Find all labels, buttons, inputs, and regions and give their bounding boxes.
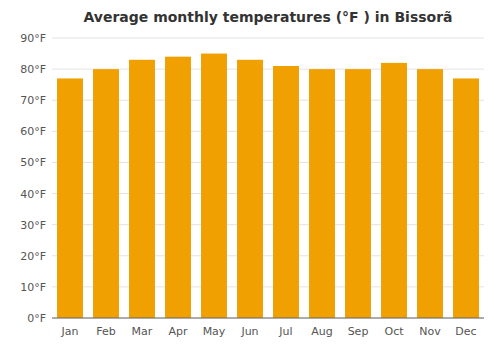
y-tick-label: 80°F [20, 63, 46, 76]
x-tick-label: May [203, 325, 226, 338]
x-tick-label: Oct [384, 325, 404, 338]
x-tick-label: Apr [168, 325, 188, 338]
x-tick-label: Mar [132, 325, 153, 338]
bar [129, 60, 155, 318]
bar [453, 78, 479, 318]
y-tick-label: 90°F [20, 32, 46, 45]
bar [93, 69, 119, 318]
bar [381, 63, 407, 318]
x-tick-label: Dec [455, 325, 476, 338]
x-tick-label: Jun [240, 325, 258, 338]
y-tick-label: 40°F [20, 188, 46, 201]
bar [57, 78, 83, 318]
x-axis-line [52, 318, 484, 319]
y-tick-label: 60°F [20, 125, 46, 138]
y-tick-label: 30°F [20, 219, 46, 232]
y-tick-label: 0°F [27, 312, 46, 325]
chart: Average monthly temperatures (°F ) in Bi… [0, 0, 500, 350]
chart-container: Average monthly temperatures (°F ) in Bi… [0, 0, 500, 350]
bar [237, 60, 263, 318]
bar [201, 54, 227, 318]
title: Average monthly temperatures (°F ) in Bi… [83, 9, 452, 25]
x-tick-label: Jan [61, 325, 79, 338]
bar [345, 69, 371, 318]
bar [417, 69, 443, 318]
y-axis: 0°F 10°F 20°F 30°F 40°F 50°F 60°F 70°F 80°F 90°F [20, 32, 484, 325]
x-tick-label: Nov [419, 325, 441, 338]
x-tick-label: Feb [96, 325, 115, 338]
y-tick-label: 10°F [20, 281, 46, 294]
x-tick-label: Sep [348, 325, 369, 338]
grid-line [52, 318, 484, 319]
bars [57, 54, 479, 318]
bar [309, 69, 335, 318]
x-tick-label: Aug [311, 325, 332, 338]
y-tick-label: 70°F [20, 94, 46, 107]
y-tick-label: 50°F [20, 156, 46, 169]
x-axis: Jan Feb Mar Apr May Jun Jul Aug Sep Oct Nov Dec [52, 318, 484, 338]
x-tick-label: Jul [278, 325, 292, 338]
bar [165, 57, 191, 318]
y-tick-label: 20°F [20, 250, 46, 263]
page: {"chart_data": {"type": "bar", "title": … [0, 0, 500, 350]
grid-line [52, 38, 484, 39]
bar [273, 66, 299, 318]
